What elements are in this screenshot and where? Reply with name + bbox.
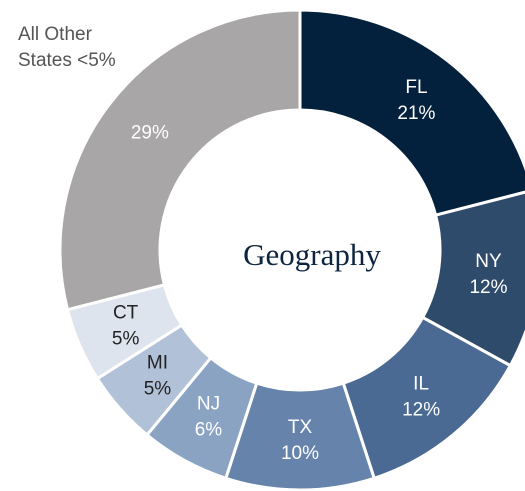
center-label: Geography (243, 237, 381, 272)
outside-label: All Other States <5% (18, 24, 116, 71)
donut-slice (58, 8, 302, 312)
value-label: 6% (195, 420, 223, 441)
value-label: 29% (131, 123, 169, 144)
category-label: NY (475, 251, 502, 272)
category-label: CT (113, 302, 139, 323)
value-label: 12% (469, 277, 507, 298)
value-label: 12% (402, 399, 440, 420)
value-label: 21% (397, 103, 435, 124)
category-label: FL (405, 77, 427, 98)
category-label: NJ (197, 394, 220, 415)
value-label: 5% (144, 379, 172, 400)
value-label: 10% (281, 443, 319, 464)
category-label: IL (413, 373, 429, 394)
donut-slice (298, 8, 525, 218)
category-label: MI (147, 353, 168, 374)
category-label: TX (288, 417, 313, 438)
value-label: 5% (112, 328, 140, 349)
